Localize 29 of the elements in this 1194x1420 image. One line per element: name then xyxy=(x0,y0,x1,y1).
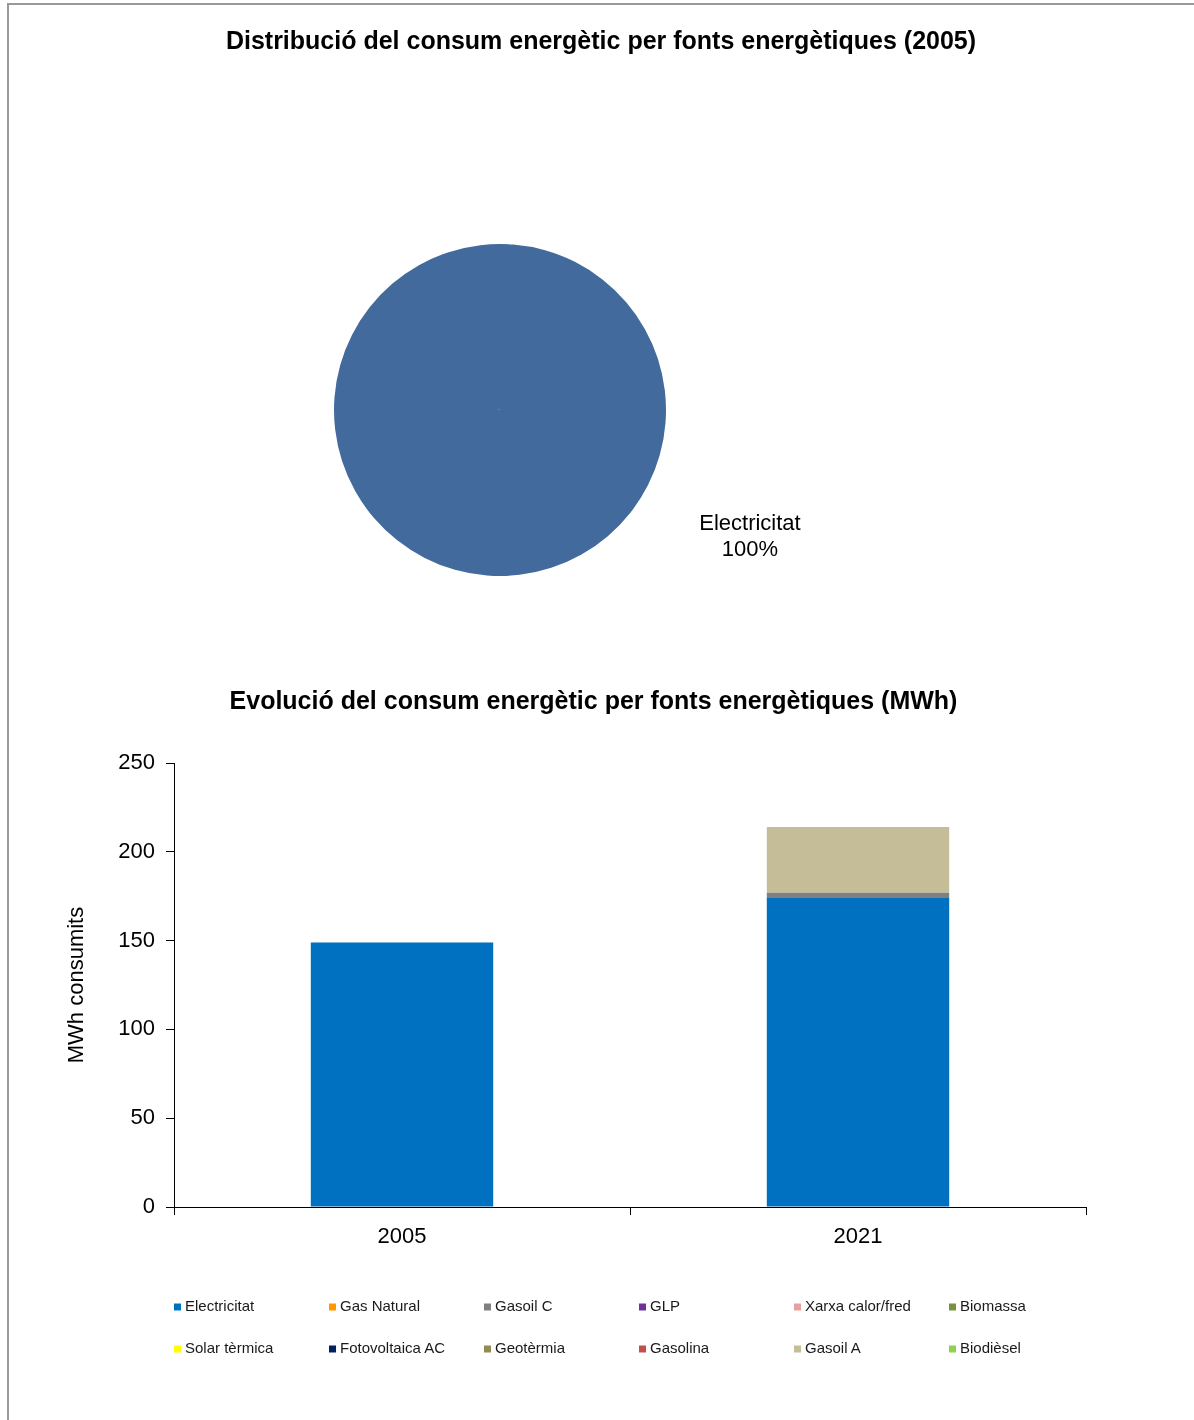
x-tick-label: 2005 xyxy=(377,1223,427,1249)
bar xyxy=(766,897,950,1207)
data-label: 100% xyxy=(721,536,779,562)
legend-label: Gasoil A xyxy=(805,1339,861,1357)
y-tick-label: 200 xyxy=(118,837,155,863)
legend-label: Electricitat xyxy=(185,1297,256,1315)
bar xyxy=(766,826,950,893)
legend-label: Geotèrmia xyxy=(495,1339,566,1357)
y-tick-label: 150 xyxy=(118,926,155,952)
legend-label: Gasolina xyxy=(650,1339,710,1357)
bar xyxy=(766,892,950,898)
chart-title: Distribució del consum energètic per fonts energètiques (2005) xyxy=(224,25,978,55)
legend-label: Biomassa xyxy=(960,1297,1027,1315)
legend-label: Xarxa calor/fred xyxy=(805,1297,911,1315)
legend-label: Fotovoltaica AC xyxy=(340,1339,446,1357)
legend-label: Biodièsel xyxy=(960,1339,1021,1357)
y-tick-label: 0 xyxy=(142,1193,155,1219)
x-tick-label: 2021 xyxy=(833,1223,883,1249)
slice-label: Electricitat xyxy=(699,510,801,536)
legend-label: Gasoil C xyxy=(495,1297,553,1315)
legend-label: Solar tèrmica xyxy=(185,1339,275,1357)
y-axis-title: MWh consumits xyxy=(63,906,89,1064)
legend-label: Gas Natural xyxy=(340,1297,421,1315)
y-tick-label: 250 xyxy=(118,749,155,775)
y-tick-label: 100 xyxy=(118,1015,155,1041)
y-tick-label: 50 xyxy=(130,1104,155,1130)
legend-label: GLP xyxy=(650,1297,681,1315)
chart-title: Evolució del consum energètic per fonts energètiques (MWh) xyxy=(228,685,959,715)
bar xyxy=(310,942,494,1207)
